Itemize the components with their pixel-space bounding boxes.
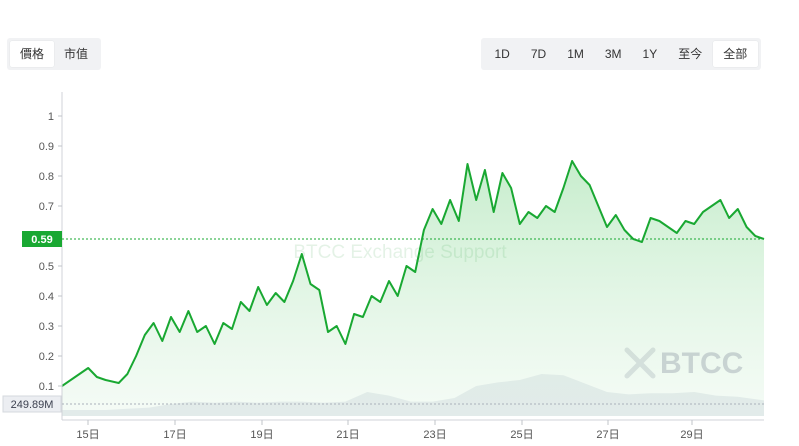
- range-tab-5[interactable]: 至今: [678, 47, 703, 61]
- price-line: [61, 160, 765, 387]
- x-tick-label: 19日: [250, 429, 273, 441]
- volume-label: 249.89M: [11, 399, 54, 411]
- x-tick-label: 25日: [510, 429, 533, 441]
- current-price-label: 0.59: [31, 234, 52, 246]
- range-tab-2[interactable]: 1M: [567, 47, 584, 61]
- x-tick-label: 15日: [76, 429, 99, 441]
- volume-tag: [2, 395, 62, 413]
- range-tab-group: 1D 7D 1M 3M 1Y 至今 全部: [481, 38, 761, 70]
- range-tab-4[interactable]: 1Y: [642, 47, 658, 61]
- x-tick-label: 27日: [596, 429, 619, 441]
- y-tick-label: 1: [48, 111, 54, 123]
- range-tab-0[interactable]: 1D: [494, 47, 510, 61]
- y-tick-label: 0.3: [39, 321, 54, 333]
- price-area: [62, 161, 764, 416]
- x-tick-label: 23日: [423, 429, 446, 441]
- range-tab-1[interactable]: 7D: [530, 47, 547, 61]
- x-tick-label: 29日: [680, 429, 703, 441]
- y-tick-label: 0.2: [39, 351, 54, 363]
- range-tab-3[interactable]: 3M: [604, 47, 622, 61]
- watermark-center-text: BTCC Exchange Support: [293, 242, 507, 263]
- x-tick-label: 17日: [163, 429, 186, 441]
- y-tick-label: 0.9: [39, 141, 54, 153]
- metric-tab-group: 價格 市值: [7, 38, 102, 70]
- watermark-logo-text: BTCC: [660, 347, 743, 380]
- range-tab-6[interactable]: 全部: [712, 41, 758, 67]
- current-price-tag: [22, 231, 62, 247]
- y-tick-label: 0.4: [39, 291, 54, 303]
- y-tick-label: 0.8: [39, 171, 54, 183]
- metric-tab-1[interactable]: 市值: [64, 47, 89, 61]
- y-tick-label: 0.1: [39, 381, 54, 393]
- y-tick-label: 0.5: [39, 261, 54, 273]
- y-tick-label: 0.7: [39, 201, 54, 213]
- logo-mark-icon: [624, 347, 656, 379]
- btcc-logo-icon: [624, 347, 656, 379]
- metric-tab-0[interactable]: 價格: [10, 41, 55, 67]
- x-tick-label: 21日: [336, 429, 359, 441]
